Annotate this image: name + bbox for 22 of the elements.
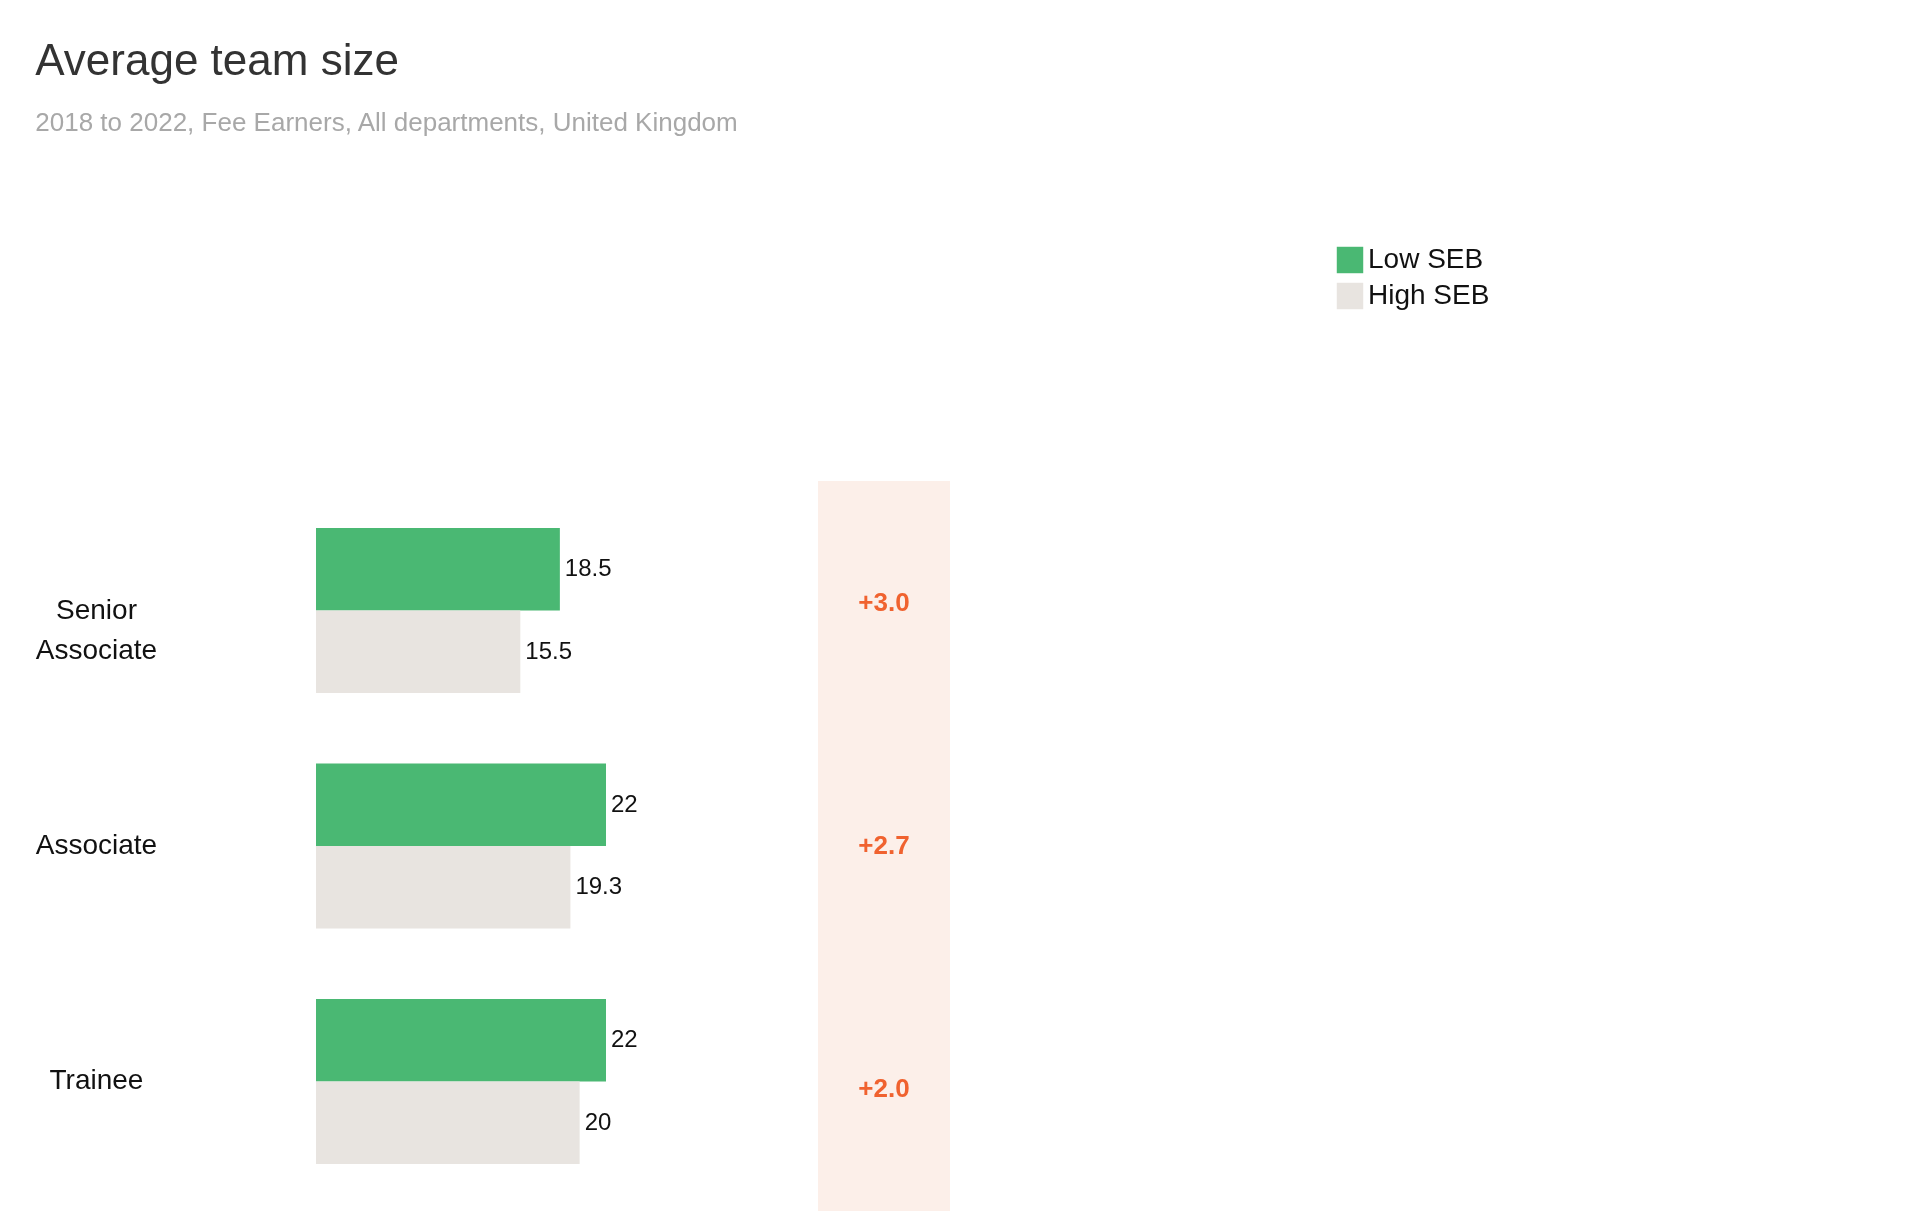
text: +2.7 <box>858 830 910 860</box>
y-tick-label: Senior Associate <box>35 593 158 665</box>
data-label: 22 <box>611 1025 638 1053</box>
bar <box>316 528 560 611</box>
data-label: 18.5 <box>564 554 612 582</box>
y-tick-label: Associate <box>35 829 158 860</box>
bar <box>316 610 521 693</box>
bar <box>316 999 606 1082</box>
bar <box>316 846 571 929</box>
text: +2.0 <box>858 1073 910 1104</box>
legend-label: High SEB <box>1368 279 1490 310</box>
y-tick-label: Trainee <box>49 1064 144 1096</box>
chart-title: Average team size <box>35 35 399 84</box>
data-label: 22 <box>611 789 638 817</box>
bar <box>316 763 606 846</box>
data-label: 15.5 <box>525 636 573 664</box>
data-label: 19.3 <box>575 872 623 900</box>
chart-subtitle: 2018 to 2022, Fee Earners, All departments, United Kingdom <box>35 107 738 137</box>
bar <box>316 1081 580 1164</box>
legend-label: Low SEB <box>1368 243 1484 274</box>
data-label: 20 <box>584 1107 612 1135</box>
text: +3.0 <box>858 586 910 617</box>
